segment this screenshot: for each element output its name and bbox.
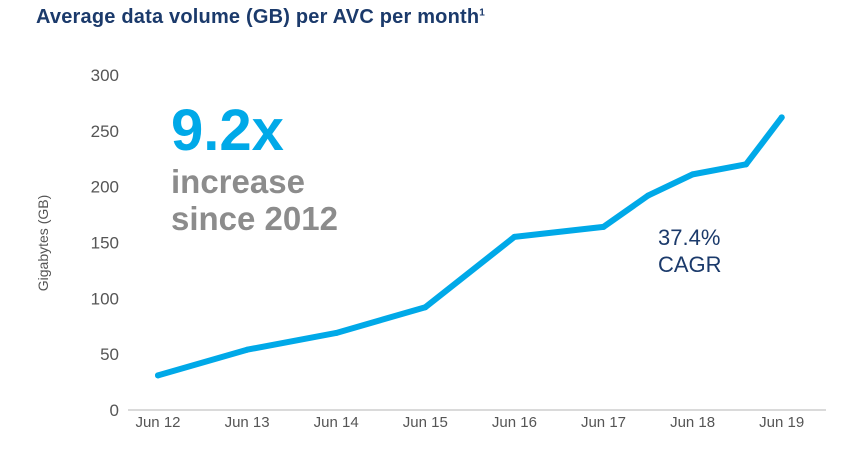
y-tick-label: 100 <box>91 289 119 308</box>
data-point <box>155 372 161 379</box>
since-text: since 2012 <box>171 200 338 237</box>
x-tick-label: Jun 13 <box>225 414 270 431</box>
x-tick-label: Jun 14 <box>314 414 359 431</box>
data-point <box>743 161 750 168</box>
data-point <box>600 223 607 230</box>
data-point <box>645 192 652 199</box>
cagr-value: 37.4% <box>658 225 720 250</box>
x-tick-label: Jun 16 <box>492 414 537 431</box>
y-tick-label: 200 <box>91 178 119 197</box>
x-tick-label: Jun 18 <box>670 414 715 431</box>
data-point <box>778 114 785 121</box>
y-tick-label: 0 <box>110 401 119 420</box>
x-tick-label: Jun 19 <box>759 414 804 431</box>
y-tick-label: 250 <box>91 122 119 141</box>
y-tick-label: 300 <box>91 66 119 85</box>
y-axis-ticks: 0 50 100 150 200 250 300 <box>91 66 119 420</box>
data-point <box>333 329 340 336</box>
chart-title-text: Average data volume (GB) per AVC per mon… <box>36 6 480 28</box>
data-point <box>689 171 696 178</box>
x-axis-ticks: Jun 12 Jun 13 Jun 14 Jun 15 Jun 16 Jun 17 Jun … <box>135 414 804 431</box>
data-point <box>244 346 251 353</box>
y-tick-label: 50 <box>100 345 119 364</box>
x-tick-label: Jun 17 <box>581 414 626 431</box>
y-axis-label: Gigabytes (GB) <box>35 195 51 291</box>
data-point <box>511 233 518 240</box>
x-tick-label: Jun 12 <box>135 414 180 431</box>
y-tick-label: 150 <box>91 234 119 253</box>
data-points <box>155 114 785 379</box>
title-footnote: 1 <box>479 7 486 19</box>
series-line <box>155 114 785 379</box>
chart-title: Average data volume (GB) per AVC per mon… <box>36 6 485 29</box>
cagr-label: CAGR <box>658 252 722 277</box>
increase-text: increase <box>171 163 305 200</box>
increase-multiplier: 9.2x <box>171 98 284 163</box>
x-tick-label: Jun 15 <box>403 414 448 431</box>
data-point <box>422 304 429 311</box>
